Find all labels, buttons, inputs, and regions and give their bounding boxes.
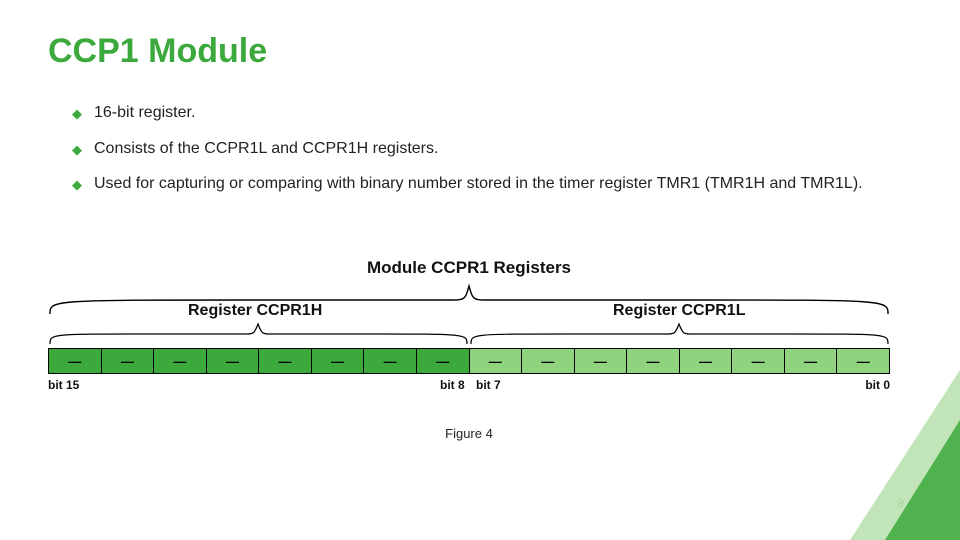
- bullet-arrow-icon: ◆: [72, 105, 82, 123]
- bit-7-label: bit 7: [476, 378, 501, 392]
- bit-cell: —: [49, 349, 102, 373]
- bit-cell: —: [522, 349, 575, 373]
- bit-15-label: bit 15: [48, 378, 79, 392]
- bit-cell: —: [470, 349, 523, 373]
- bullet-arrow-icon: ◆: [72, 141, 82, 159]
- bullet-text: Consists of the CCPR1L and CCPR1H regist…: [94, 138, 870, 160]
- register-low-label: Register CCPR1L: [613, 302, 745, 320]
- register-high-label: Register CCPR1H: [188, 302, 322, 320]
- bit-cell: —: [680, 349, 733, 373]
- brace-top-row: [48, 278, 890, 320]
- bit-cell: —: [837, 349, 889, 373]
- bit-cell: —: [575, 349, 628, 373]
- bit-cell: —: [627, 349, 680, 373]
- bit-cell: —: [417, 349, 470, 373]
- list-item: ◆ 16-bit register.: [72, 102, 870, 124]
- brace-high-icon: [48, 320, 469, 346]
- bit-cell: —: [154, 349, 207, 373]
- bit-cell: —: [259, 349, 312, 373]
- page-title: CCP1 Module: [48, 32, 267, 71]
- bullet-list: ◆ 16-bit register. ◆ Consists of the CCP…: [72, 102, 870, 209]
- bullet-text: Used for capturing or comparing with bin…: [94, 173, 870, 195]
- bits-row: — — — — — — — — — — — — — — — —: [48, 348, 890, 374]
- register-diagram: Module CCPR1 Registers Register CCPR1: [48, 258, 890, 441]
- diagram-title: Module CCPR1 Registers: [48, 258, 890, 278]
- list-item: ◆ Used for capturing or comparing with b…: [72, 173, 870, 195]
- brace-low-icon: [469, 320, 890, 346]
- bit-cell: —: [102, 349, 155, 373]
- bit-cell: —: [732, 349, 785, 373]
- bullet-text: 16-bit register.: [94, 102, 870, 124]
- page-number: 9: [897, 496, 904, 510]
- bit-labels-row: bit 15 bit 8 bit 7 bit 0: [48, 374, 890, 394]
- bit-cell: —: [312, 349, 365, 373]
- figure-caption: Figure 4: [48, 426, 890, 441]
- brace-full-icon: [48, 276, 890, 316]
- slide: { "title": "CCP1 Module", "title_color":…: [0, 0, 960, 540]
- bit-0-label: bit 0: [865, 378, 890, 392]
- list-item: ◆ Consists of the CCPR1L and CCPR1H regi…: [72, 138, 870, 160]
- bit-cell: —: [785, 349, 838, 373]
- brace-half-row: [48, 320, 890, 346]
- bit-cell: —: [207, 349, 260, 373]
- bullet-arrow-icon: ◆: [72, 176, 82, 194]
- bit-cell: —: [364, 349, 417, 373]
- bit-8-label: bit 8: [440, 378, 465, 392]
